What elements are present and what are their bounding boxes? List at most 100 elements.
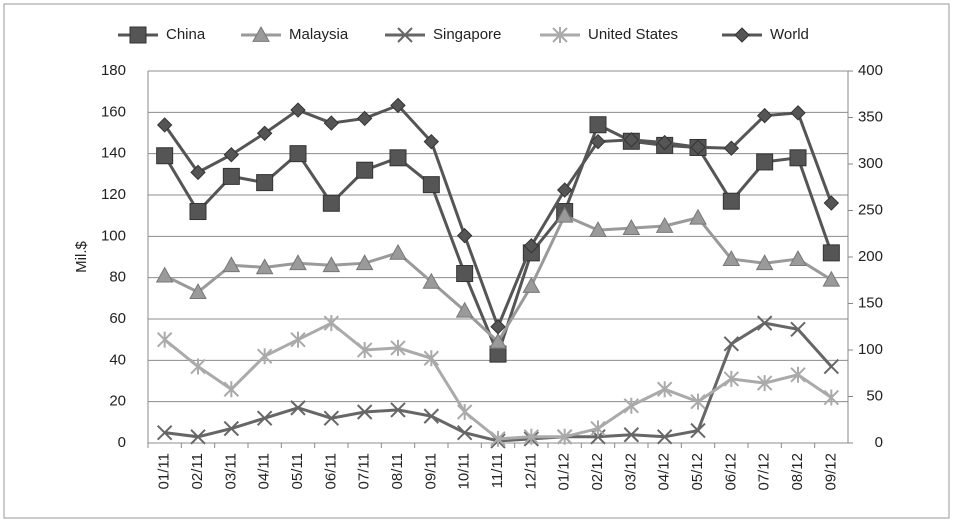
y-tick-label: 120	[101, 186, 126, 203]
x-tick-label: 11/11	[489, 453, 506, 488]
marker	[222, 256, 241, 273]
marker	[223, 420, 240, 437]
marker	[397, 27, 413, 43]
marker	[129, 26, 147, 44]
marker	[223, 381, 240, 398]
marker	[290, 102, 306, 118]
marker	[190, 358, 206, 375]
x-tick-label: 10/11	[456, 453, 473, 489]
marker	[690, 393, 706, 410]
y-tick-label: 160	[101, 103, 126, 120]
marker	[222, 167, 240, 185]
y2-tick-label: 200	[858, 248, 883, 265]
marker	[589, 116, 607, 134]
marker	[323, 115, 340, 131]
marker	[590, 133, 606, 150]
marker	[623, 397, 640, 414]
marker	[690, 422, 706, 439]
marker	[190, 164, 206, 181]
y-tick-label: 60	[109, 310, 126, 327]
marker	[790, 105, 806, 121]
marker	[390, 402, 406, 418]
y2-tick-label: 150	[858, 294, 883, 311]
marker	[656, 381, 673, 398]
marker	[156, 331, 173, 348]
marker	[155, 266, 174, 283]
marker	[523, 238, 540, 254]
marker	[456, 265, 474, 283]
legend-marker	[552, 27, 568, 43]
marker	[789, 250, 807, 266]
marker	[156, 117, 173, 133]
marker	[422, 272, 441, 289]
y2-tick-label: 250	[858, 201, 883, 218]
marker	[822, 244, 840, 262]
marker	[789, 149, 807, 167]
marker	[189, 283, 207, 300]
marker	[189, 203, 207, 221]
marker	[355, 254, 374, 271]
marker	[356, 342, 373, 358]
legend-marker	[397, 27, 413, 43]
marker	[556, 182, 573, 198]
legend-label: United States	[588, 26, 678, 43]
marker	[723, 370, 740, 387]
legend-marker	[129, 26, 147, 44]
marker	[356, 404, 373, 420]
y-tick-label: 20	[109, 393, 126, 410]
y-tick-label: 180	[101, 62, 126, 79]
marker	[490, 430, 506, 447]
x-tick-label: 06/12	[722, 453, 739, 491]
legend-label: Singapore	[433, 26, 501, 43]
y-tick-label: 40	[109, 351, 126, 368]
marker	[555, 206, 574, 223]
marker	[722, 192, 740, 210]
marker	[389, 243, 407, 260]
x-tick-label: 09/12	[822, 453, 839, 491]
x-tick-label: 04/12	[656, 453, 673, 491]
marker	[556, 428, 573, 445]
marker	[422, 176, 440, 194]
x-tick-label: 05/11	[289, 453, 306, 489]
legend-marker	[734, 27, 750, 43]
y-tick-label: 100	[101, 227, 126, 244]
marker	[356, 161, 374, 179]
x-tick-label: 08/11	[389, 453, 406, 489]
marker	[290, 331, 306, 348]
marker	[252, 25, 270, 42]
marker	[390, 97, 406, 114]
marker	[455, 301, 474, 318]
marker	[622, 219, 641, 235]
marker	[489, 332, 507, 349]
marker	[156, 147, 174, 165]
x-tick-label: 09/11	[422, 453, 439, 489]
marker	[256, 410, 273, 426]
marker	[722, 250, 741, 266]
marker	[256, 348, 273, 365]
marker	[322, 256, 341, 273]
y2-tick-label: 350	[858, 108, 883, 125]
x-tick-label: 05/12	[689, 453, 706, 491]
x-tick-label: 08/12	[789, 453, 806, 491]
marker	[423, 133, 440, 150]
x-tick-label: 01/11	[156, 453, 173, 489]
marker	[656, 429, 673, 445]
marker	[756, 153, 774, 171]
x-tick-label: 02/12	[589, 453, 606, 491]
y-tick-label: 0	[118, 434, 126, 451]
y2-tick-label: 50	[866, 387, 883, 404]
y2-tick-label: 400	[858, 62, 883, 79]
marker	[756, 315, 773, 331]
x-tick-label: 07/11	[356, 453, 373, 489]
x-tick-label: 07/12	[756, 453, 773, 491]
marker	[322, 194, 340, 212]
chart-border	[3, 3, 950, 519]
marker	[756, 107, 773, 124]
y-axis-label: Mil.$	[73, 241, 90, 273]
marker	[389, 149, 407, 167]
legend-label: China	[166, 26, 206, 43]
marker	[590, 420, 606, 437]
marker	[690, 139, 706, 155]
legend-label: World	[770, 26, 809, 43]
y2-tick-label: 300	[858, 155, 883, 172]
